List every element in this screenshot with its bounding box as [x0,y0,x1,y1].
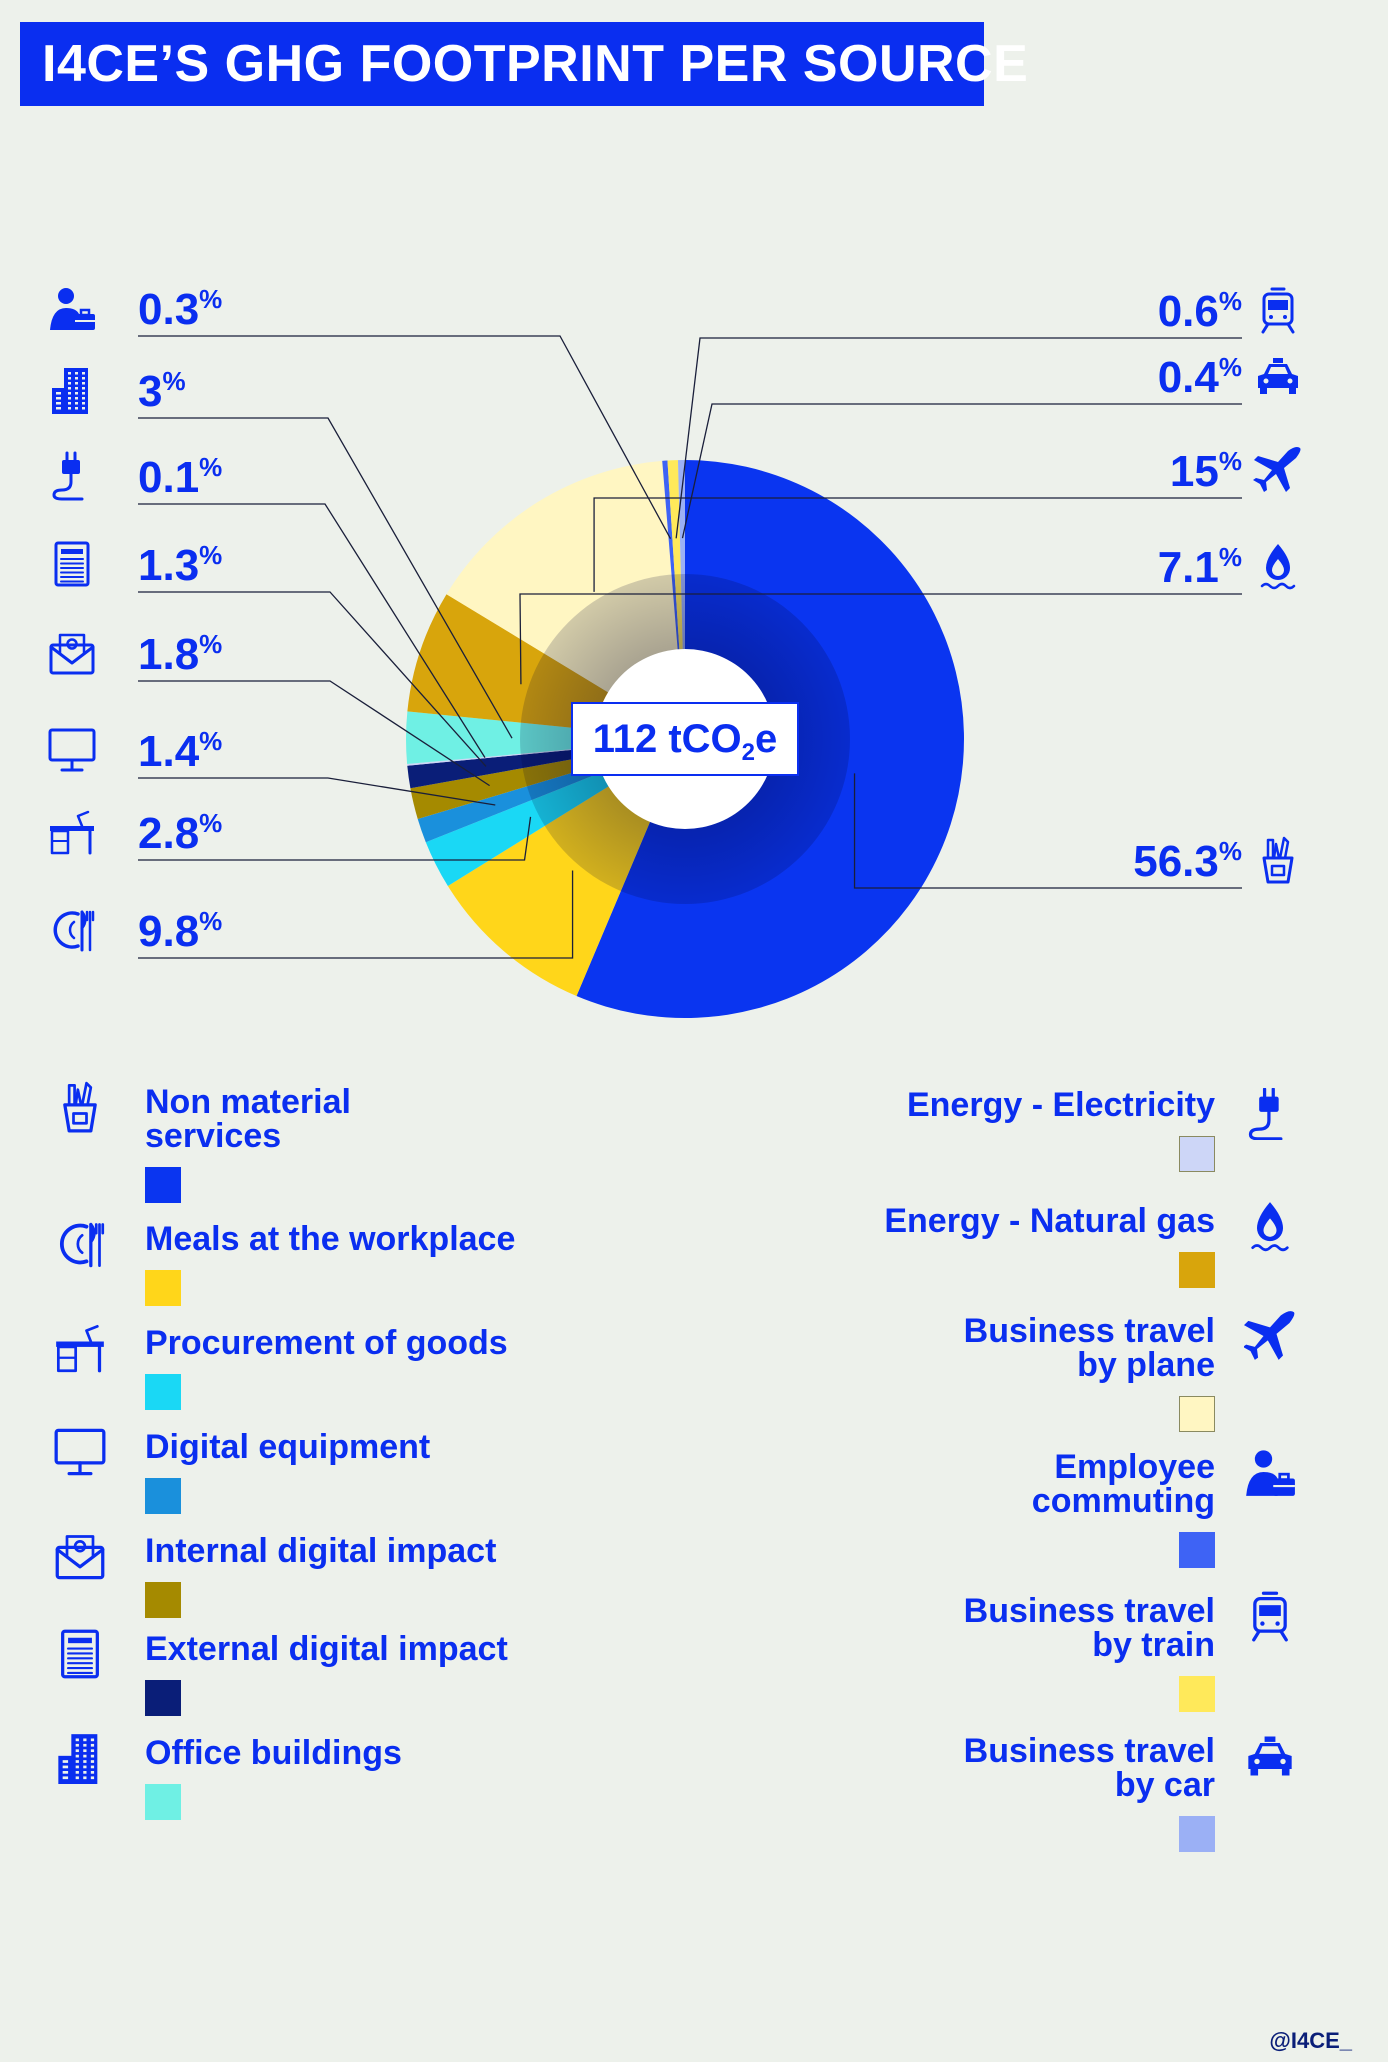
leader-line-business-travel-by-car [681,403,1242,539]
pie-chart: 112 tCO2e 56.3% 9.8% 2.8% 1.4% 1.8% 1.3% 0.1% 3%… [48,284,1301,1018]
legend-swatch [145,1270,181,1306]
legend-item-office-buildings: Office buildings [145,1736,565,1820]
legend-label: Business travel by train [963,1592,1215,1664]
document-icon [61,1629,99,1679]
pct-label-business-travel-by-car: 0.4% [1158,352,1242,402]
leader-line-non-material-services [853,773,1242,889]
legend-item-non-material-services: Non material services [145,1085,565,1203]
leader-line-digital-equipment [138,777,496,806]
commuter-icon [50,288,95,330]
legend-item-business-travel-by-plane: Business travel by plane [760,1314,1215,1432]
plug-icon [1248,1088,1283,1140]
legend-swatch [145,1680,181,1716]
desk-icon [50,810,94,855]
pct-label-meals-at-the-workplace: 9.8% [138,906,222,956]
legend-swatch [145,1374,181,1410]
pencil-cup-icon [1262,836,1294,884]
legend-item-digital-equipment: Digital equipment [145,1430,565,1514]
email-icon [55,1535,105,1580]
legend-label: Meals at the workplace [145,1220,516,1258]
leader-line-employee-commuting [138,335,672,539]
legend-item-internal-digital-impact: Internal digital impact [145,1534,565,1618]
pct-label-non-material-services: 56.3% [1133,836,1242,886]
train-icon [1252,1591,1288,1642]
legend-label: Internal digital impact [145,1532,497,1570]
flame-icon [1251,1202,1289,1252]
pct-label-internal-digital-impact: 1.8% [138,629,222,679]
plug-icon [52,451,84,501]
plane-icon [1253,447,1301,492]
leader-line-internal-digital-impact [138,680,490,787]
credit-handle: @I4CE_ [1269,2028,1352,2053]
legend-label: Non material services [145,1083,351,1155]
commuter-icon [1246,1450,1295,1496]
legend-swatch [1179,1396,1215,1432]
leader-line-office-buildings [138,417,513,739]
leader-line-energy-electricity [138,503,486,758]
legend-item-business-travel-by-car: Business travel by car [760,1734,1215,1852]
legend-swatch [145,1167,181,1203]
building-icon [52,368,88,414]
pct-label-procurement-of-goods: 2.8% [138,808,222,858]
pct-label-employee-commuting: 0.3% [138,284,222,334]
monitor-icon [54,1428,106,1476]
plane-icon [1244,1311,1295,1360]
legend-label: Employee commuting [1031,1448,1215,1520]
leader-line-energy-natural-gas [519,593,1242,685]
center-label-box [571,702,799,776]
monitor-icon [48,728,96,772]
leader-line-meals-at-the-workplace [138,870,574,959]
building-icon [58,1734,98,1784]
legend-item-employee-commuting: Employee commuting [760,1450,1215,1568]
meal-icon [53,910,95,952]
legend-swatch [1179,1676,1215,1712]
meal-icon [59,1222,105,1268]
legend-swatch [145,1784,181,1820]
pct-label-energy-electricity: 0.1% [138,452,222,502]
legend-label: Procurement of goods [145,1324,508,1362]
pct-label-digital-equipment: 1.4% [138,726,222,776]
leader-line-external-digital-impact [138,591,487,767]
leader-line-procurement-of-goods [138,816,532,861]
car-icon [1258,358,1298,394]
legend-swatch [1179,1136,1215,1172]
legend-item-business-travel-by-train: Business travel by train [760,1594,1215,1712]
legend-swatch [145,1582,181,1618]
legend-label: Business travel by car [963,1732,1215,1804]
legend-label: Business travel by plane [963,1312,1215,1384]
legend-item-external-digital-impact: External digital impact [145,1632,565,1716]
legend-label: Office buildings [145,1734,402,1772]
legend-swatch [145,1478,181,1514]
legend-item-energy-electricity: Energy - Electricity [760,1088,1215,1172]
pct-label-energy-natural-gas: 7.1% [1158,542,1242,592]
legend-swatch [1179,1252,1215,1288]
legend-item-energy-natural-gas: Energy - Natural gas [760,1204,1215,1288]
legend-label: Digital equipment [145,1428,431,1466]
legend-swatch [1179,1532,1215,1568]
pct-label-business-travel-by-train: 0.6% [1158,286,1242,336]
document-icon [54,541,90,587]
legend-item-procurement-of-goods: Procurement of goods [145,1326,565,1410]
legend-swatch [1179,1816,1215,1852]
car-icon [1248,1736,1292,1776]
center-total-label: 112 tCO2e [593,717,778,766]
pct-label-office-buildings: 3% [138,366,186,416]
train-icon [1261,287,1295,334]
desk-icon [56,1324,104,1373]
pct-label-external-digital-impact: 1.3% [138,540,222,590]
legend-label: External digital impact [145,1630,508,1668]
email-icon [49,633,95,675]
pct-label-business-travel-by-plane: 15% [1170,446,1242,496]
legend-label: Energy - Electricity [906,1086,1215,1124]
leader-line-business-travel-by-train [675,337,1242,539]
leader-line-business-travel-by-plane [593,497,1242,592]
flame-icon [1260,544,1296,590]
legend-item-meals-at-the-workplace: Meals at the workplace [145,1222,565,1306]
pencil-cup-icon [63,1081,97,1133]
legend-label: Energy - Natural gas [884,1202,1215,1240]
chart-title: I4CE’S GHG FOOTPRINT PER SOURCE [20,22,1028,106]
